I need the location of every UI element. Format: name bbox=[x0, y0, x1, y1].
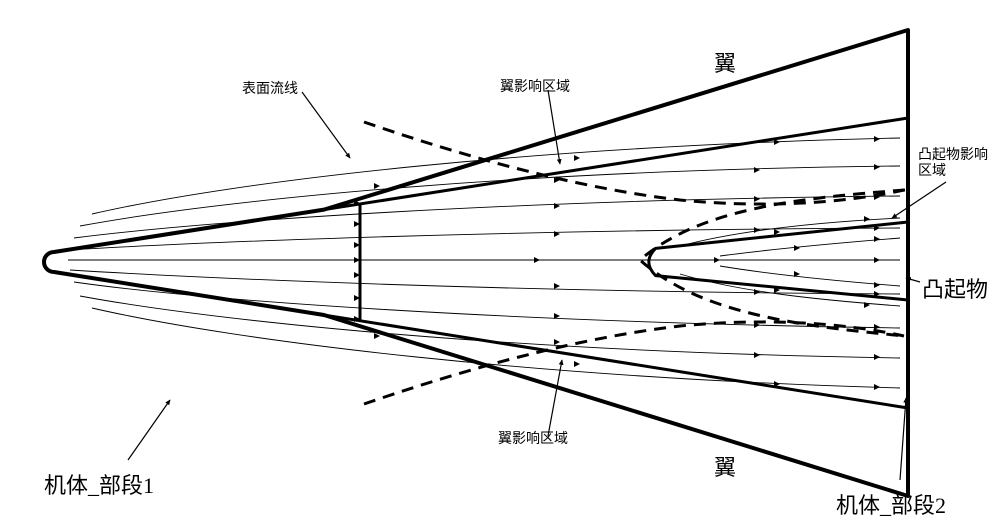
label-prot-influence-l2: 区域 bbox=[918, 164, 946, 179]
label-prot-influence-l1: 凸起物影响 bbox=[918, 148, 988, 163]
label-wing-influence-bot: 翼影响区域 bbox=[498, 428, 568, 448]
label-wing-bot: 翼 bbox=[714, 450, 736, 482]
label-surface-streamline: 表面流线 bbox=[242, 78, 298, 98]
label-prot-influence: 凸起物影响 区域 bbox=[918, 148, 988, 180]
diagram-container: 翼 翼 凸起物 机体_部段1 机体_部段2 表面流线 翼影响区域 翼影响区域 凸… bbox=[0, 0, 1000, 528]
label-body-seg1: 机体_部段1 bbox=[44, 468, 154, 500]
label-protrusion: 凸起物 bbox=[922, 272, 988, 304]
outline-group bbox=[44, 30, 908, 496]
label-wing-top: 翼 bbox=[714, 46, 736, 78]
label-wing-influence-top: 翼影响区域 bbox=[500, 76, 570, 96]
leader-lines bbox=[128, 90, 946, 480]
label-body-seg2: 机体_部段2 bbox=[836, 488, 946, 520]
influence-dashed bbox=[364, 122, 905, 404]
streamlines-group bbox=[68, 138, 900, 388]
